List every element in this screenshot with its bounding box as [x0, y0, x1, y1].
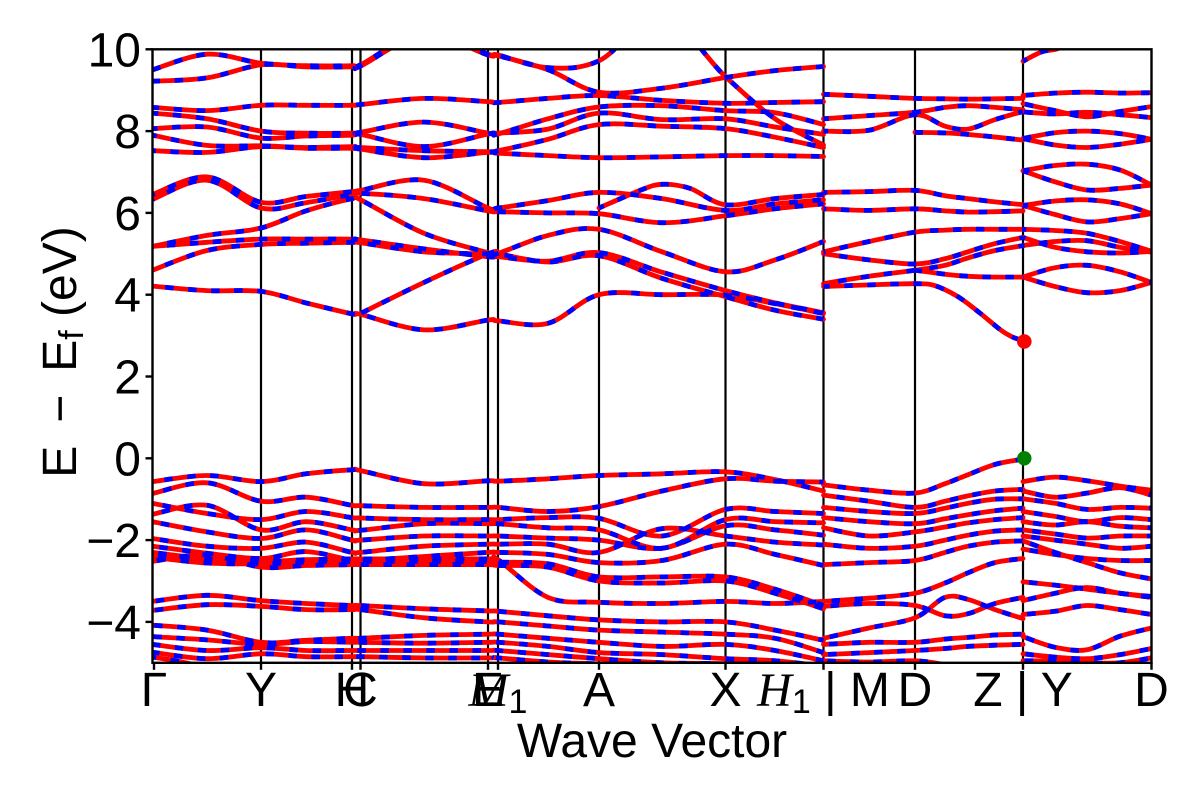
svg-text:H1 | M: H1 | M [756, 664, 890, 721]
svg-text:D: D [1134, 664, 1169, 717]
svg-text:8: 8 [114, 106, 141, 159]
svg-text:10: 10 [88, 24, 141, 77]
svg-text:0: 0 [114, 433, 141, 486]
svg-text:E − Ef (eV): E − Ef (eV) [34, 226, 91, 477]
svg-text:X: X [709, 664, 741, 717]
svg-text:2: 2 [114, 352, 141, 405]
svg-text:4: 4 [114, 270, 141, 323]
svg-text:Y: Y [245, 664, 277, 717]
svg-text:6: 6 [114, 188, 141, 241]
svg-text:C: C [343, 664, 378, 717]
svg-text:Wave Vector: Wave Vector [517, 715, 787, 768]
svg-text:A: A [583, 664, 615, 717]
svg-text:Z | Y: Z | Y [973, 664, 1073, 717]
svg-text:D: D [898, 664, 933, 717]
svg-text:H: H [335, 664, 370, 717]
svg-text:E: E [472, 664, 504, 717]
svg-text:Γ: Γ [141, 664, 167, 717]
svg-text:M1: M1 [468, 664, 528, 721]
svg-text:−2: −2 [86, 515, 141, 568]
svg-text:−4: −4 [86, 597, 141, 650]
